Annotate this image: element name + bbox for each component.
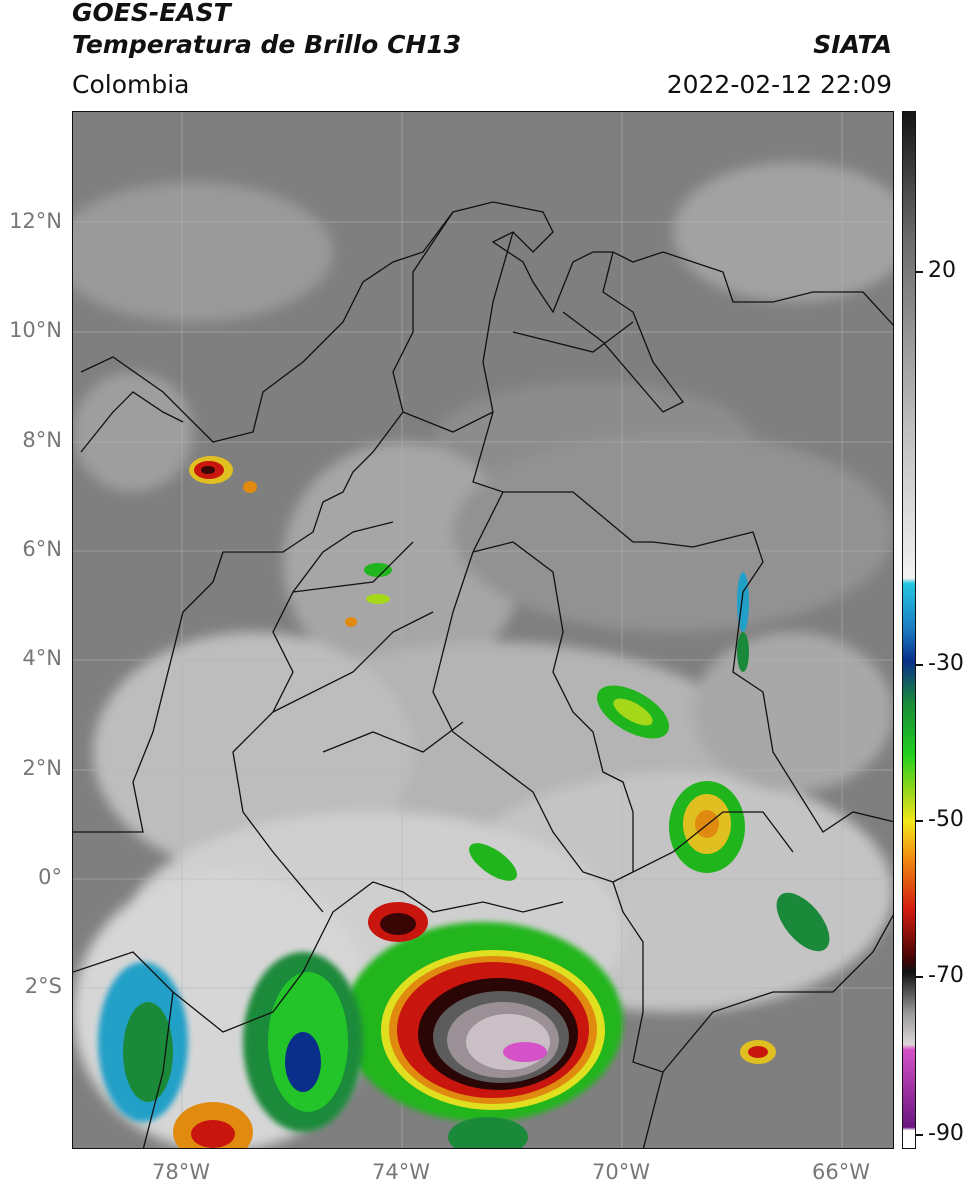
map-canvas [73,112,893,1148]
colorbar-tick [916,271,923,273]
colorbar-label: -70 [928,963,964,988]
lat-label: 4°N [22,646,62,670]
political-borders [73,201,893,1148]
lon-label: 70°W [592,1160,650,1184]
storm-south-central [343,902,623,1122]
lat-label: 0° [38,865,62,889]
lon-label: 78°W [152,1160,210,1184]
satellite-title: GOES-EAST [72,0,231,27]
lat-label: 2°S [24,974,62,998]
colorbar [902,111,916,1149]
lat-label: 10°N [9,318,62,342]
convective-cells [98,456,830,1148]
colorbar-label: -90 [928,1121,964,1146]
lat-label: 2°N [22,756,62,780]
colorbar-tick [916,976,923,978]
storm-southwest [98,952,528,1148]
lat-label: 8°N [22,428,62,452]
satellite-map[interactable] [72,111,894,1149]
colorbar-tick [916,1134,923,1136]
region-label: Colombia [72,70,190,99]
lon-label: 66°W [812,1160,870,1184]
storm-north [189,456,392,627]
lat-label: 6°N [22,537,62,561]
brand-label: SIATA [813,30,892,59]
colorbar-tick [916,664,923,666]
timestamp-label: 2022-02-12 22:09 [666,70,892,99]
colorbar-label: -30 [928,651,964,676]
product-title: Temperatura de Brillo CH13 [72,30,462,59]
colorbar-tick [916,820,923,822]
lat-label: 12°N [9,209,62,233]
lon-label: 74°W [372,1160,430,1184]
colorbar-label: -50 [928,807,964,832]
colorbar-label: 20 [928,258,956,283]
